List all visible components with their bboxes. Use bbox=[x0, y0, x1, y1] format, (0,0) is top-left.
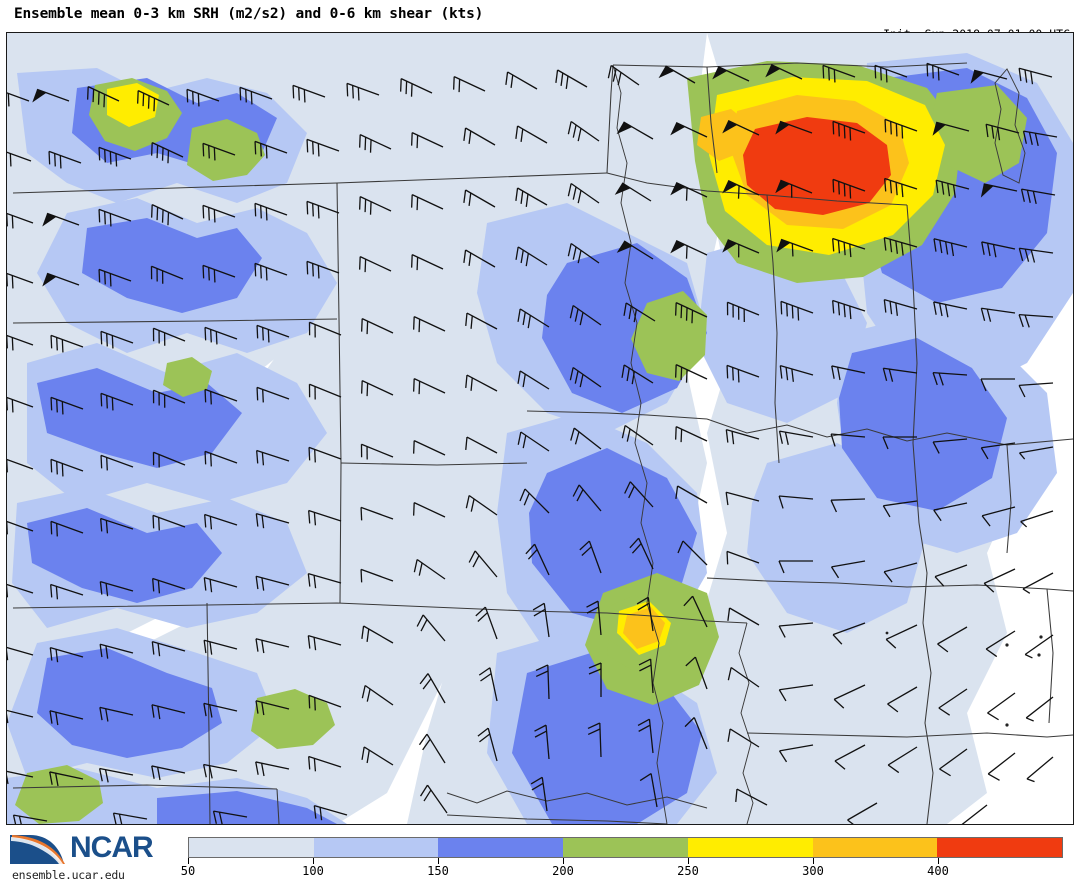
header-bar: Ensemble mean 0-3 km SRH (m2/s2) and 0-6… bbox=[0, 0, 1080, 80]
ncar-wordmark: NCAR bbox=[70, 831, 154, 864]
colorbar-ticklabel-200: 200 bbox=[552, 864, 574, 878]
footer-bar: NCAR ensemble.ucar.edu 50 100 150 200 250 300… bbox=[0, 828, 1080, 887]
colorbar-ticklabel-150: 150 bbox=[427, 864, 449, 878]
colorbar-swatches[interactable] bbox=[188, 837, 1063, 858]
colorbar-ticklabel-50: 50 bbox=[180, 864, 196, 878]
colorbar-ticklabel-250: 250 bbox=[677, 864, 699, 878]
colorbar-tickmark-50 bbox=[188, 858, 189, 864]
colorbar-ticklabel-300: 300 bbox=[802, 864, 824, 878]
colorbar-band->400 bbox=[937, 838, 1062, 857]
colorbar-band-50-100 bbox=[189, 838, 314, 857]
colorbar-tickmark-400 bbox=[938, 858, 939, 864]
colorbar-ticks: 50 100 150 200 250 300 400 bbox=[181, 858, 1063, 885]
city-markers bbox=[885, 631, 1043, 727]
colorbar-tickmark-250 bbox=[688, 858, 689, 864]
ensemble-url: ensemble.ucar.edu bbox=[12, 868, 125, 882]
state-boundaries-layer bbox=[12, 62, 1073, 824]
colorbar[interactable]: 50 100 150 200 250 300 400 bbox=[181, 837, 1063, 885]
colorbar-tickmark-300 bbox=[813, 858, 814, 864]
colorbar-ticklabel-100: 100 bbox=[302, 864, 324, 878]
srh-band-over-400 bbox=[743, 117, 891, 215]
srh-contour-fill-layer bbox=[7, 33, 1073, 824]
colorbar-ticklabel-400: 400 bbox=[927, 864, 949, 878]
colorbar-band-200-250 bbox=[563, 838, 688, 857]
colorbar-band-300-400 bbox=[812, 838, 938, 857]
colorbar-band-250-300 bbox=[687, 838, 813, 857]
colorbar-tickmark-100 bbox=[313, 858, 314, 864]
map-canvas[interactable] bbox=[7, 33, 1073, 824]
map-panel[interactable] bbox=[6, 32, 1074, 825]
ncar-logo[interactable]: NCAR ensemble.ucar.edu bbox=[8, 830, 168, 884]
colorbar-band-150-200 bbox=[438, 838, 564, 857]
colorbar-tickmark-200 bbox=[563, 858, 564, 864]
page-title: Ensemble mean 0-3 km SRH (m2/s2) and 0-6… bbox=[14, 6, 484, 22]
colorbar-band-100-150 bbox=[313, 838, 439, 857]
colorbar-tickmark-150 bbox=[438, 858, 439, 864]
ncar-logo-mark bbox=[10, 835, 65, 864]
